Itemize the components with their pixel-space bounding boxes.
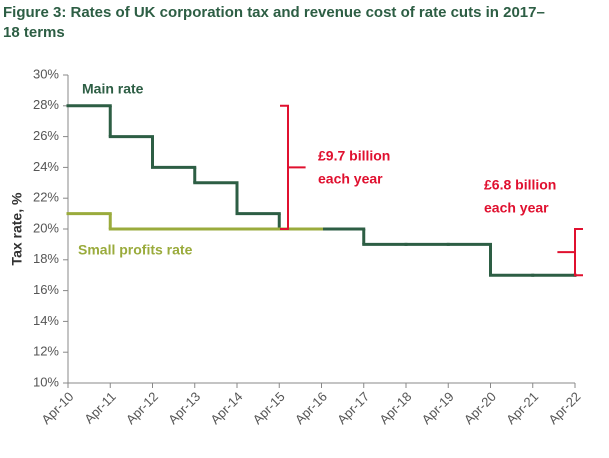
series-label: Main rate [82,81,144,97]
y-tick-label: 22% [33,190,59,205]
x-tick-label: Apr-20 [461,389,499,427]
chart-title: 18 terms [3,24,65,41]
y-tick-label: 16% [33,282,59,297]
x-tick-label: Apr-17 [334,389,372,427]
y-tick-label: 12% [33,344,59,359]
x-tick-label: Apr-11 [81,389,119,427]
annotation-text: each year [318,171,383,187]
x-tick-label: Apr-10 [38,389,76,427]
chart-title: Figure 3: Rates of UK corporation tax an… [3,4,545,21]
annotation-text: £6.8 billion [484,177,556,193]
x-tick-label: Apr-18 [376,389,414,427]
y-tick-label: 28% [33,97,59,112]
bracket [557,228,583,277]
annotation-text: each year [484,200,549,216]
x-tick-label: Apr-19 [419,389,457,427]
annotation-text: £9.7 billion [318,148,390,164]
x-tick-label: Apr-22 [545,389,583,427]
x-tick-label: Apr-21 [503,389,541,427]
y-tick-label: 26% [33,128,59,143]
y-tick-label: 20% [33,220,59,235]
series-label: Small profits rate [78,242,193,258]
x-tick-label: Apr-15 [250,389,288,427]
y-tick-label: 14% [33,313,59,328]
x-tick-label: Apr-13 [165,389,203,427]
y-axis-label: Tax rate, % [9,192,25,265]
bracket [280,104,306,230]
y-tick-label: 10% [33,374,59,389]
y-tick-label: 30% [33,66,59,81]
y-tick-label: 18% [33,251,59,266]
x-tick-label: Apr-12 [123,389,161,427]
y-tick-label: 24% [33,159,59,174]
x-tick-label: Apr-16 [292,389,330,427]
x-tick-label: Apr-14 [207,389,245,427]
